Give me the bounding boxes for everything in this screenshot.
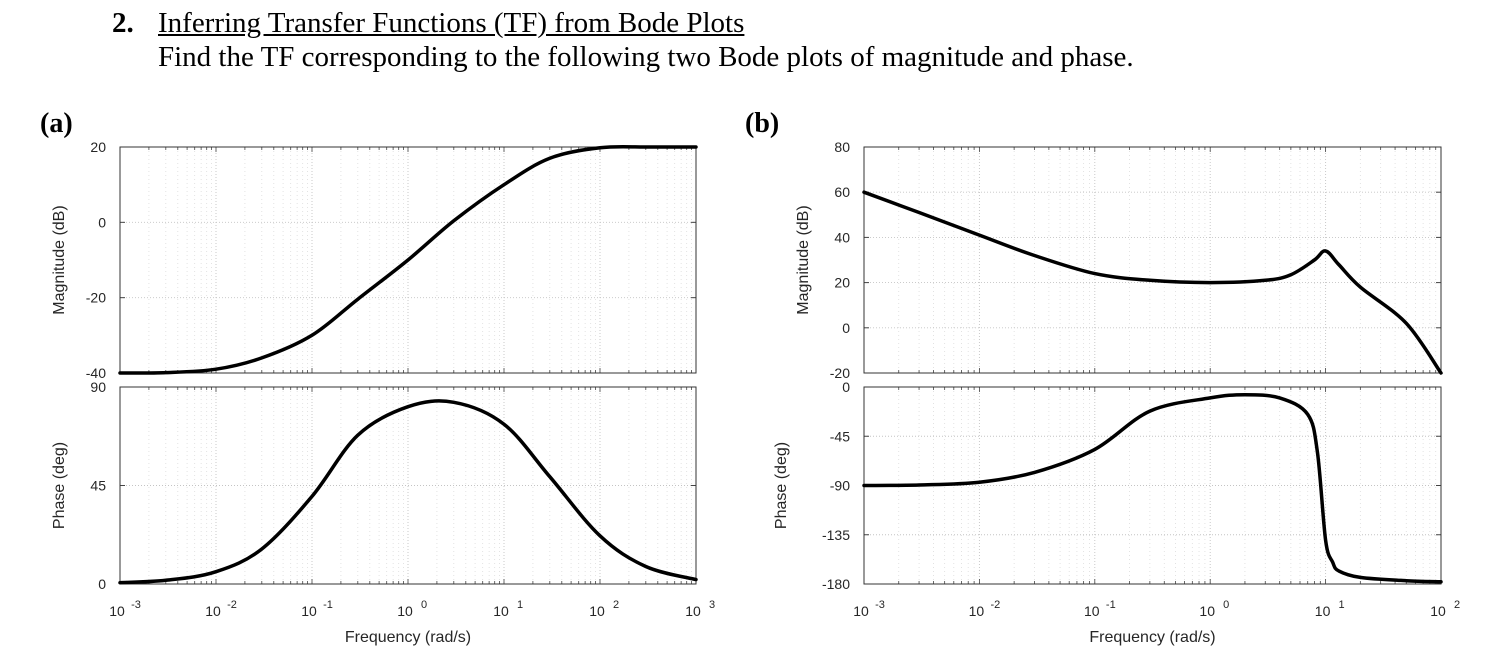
x-tick-label: 10 <box>685 603 701 619</box>
y-tick-label: 20 <box>90 139 106 155</box>
y-tick-label: 90 <box>90 379 106 395</box>
panel-label-a: (a) <box>40 108 73 139</box>
x-axis-label: Frequency (rad/s) <box>1089 629 1215 646</box>
x-tick-label: 10 <box>853 603 869 619</box>
x-axis-label: Frequency (rad/s) <box>345 629 471 646</box>
series-line-b-magnitude <box>862 190 1443 375</box>
question-text: Find the TF corresponding to the followi… <box>158 41 1134 73</box>
y-tick-label: -135 <box>822 527 850 543</box>
x-tick-exponent: 1 <box>517 599 523 611</box>
y-tick-label: 0 <box>842 379 850 395</box>
x-tick-label: 10 <box>969 603 985 619</box>
question-heading: 2. Inferring Transfer Functions (TF) from… <box>112 6 1134 74</box>
x-tick-exponent: 2 <box>1454 599 1460 611</box>
x-tick-label: 10 <box>493 603 509 619</box>
x-tick-label: 10 <box>589 603 605 619</box>
y-tick-label: 0 <box>98 214 106 230</box>
x-tick-exponent: -2 <box>991 599 1001 611</box>
y-tick-label: -180 <box>822 576 850 592</box>
x-tick-label: 10 <box>1430 603 1446 619</box>
x-tick-exponent: -1 <box>323 599 333 611</box>
x-tick-label: 10 <box>1315 603 1331 619</box>
y-tick-label: 45 <box>90 478 106 494</box>
axes-frame <box>119 146 697 374</box>
y-tick-label: -90 <box>830 478 850 494</box>
panel-label-b: (b) <box>745 108 780 139</box>
x-tick-exponent: -1 <box>1106 599 1116 611</box>
x-tick-exponent: -2 <box>227 599 237 611</box>
x-tick-exponent: 0 <box>1223 599 1229 611</box>
x-tick-label: 10 <box>109 603 125 619</box>
y-tick-label: 40 <box>834 229 850 245</box>
y-tick-label: 0 <box>842 320 850 336</box>
y-tick-label: -45 <box>830 428 850 444</box>
y-tick-label: -40 <box>86 365 106 381</box>
y-axis-label: Magnitude (dB) <box>795 205 812 314</box>
series-line-b-phase <box>862 392 1443 584</box>
y-tick-label: -20 <box>86 290 106 306</box>
y-tick-label: 20 <box>834 275 850 291</box>
x-tick-exponent: 2 <box>613 599 619 611</box>
y-tick-label: 60 <box>834 184 850 200</box>
x-tick-label: 10 <box>205 603 221 619</box>
y-axis-label: Magnitude (dB) <box>51 205 68 314</box>
y-tick-label: -20 <box>830 365 850 381</box>
x-tick-exponent: 0 <box>421 599 427 611</box>
axes-frame <box>863 146 1442 374</box>
y-axis-label: Phase (deg) <box>773 442 790 529</box>
series-line-a-phase <box>118 399 698 585</box>
x-tick-label: 10 <box>301 603 317 619</box>
x-tick-exponent: 1 <box>1339 599 1345 611</box>
y-axis-label: Phase (deg) <box>51 442 68 529</box>
x-tick-label: 10 <box>1084 603 1100 619</box>
question-title: Inferring Transfer Functions (TF) from B… <box>158 7 745 39</box>
x-tick-exponent: -3 <box>131 599 141 611</box>
axes-frame <box>119 386 697 585</box>
x-tick-exponent: -3 <box>875 599 885 611</box>
y-tick-label: 80 <box>834 139 850 155</box>
question-number: 2. <box>112 7 134 39</box>
series-line-a-magnitude <box>118 144 698 375</box>
x-tick-label: 10 <box>1199 603 1215 619</box>
x-tick-exponent: 3 <box>709 599 715 611</box>
x-tick-label: 10 <box>397 603 413 619</box>
y-tick-label: 0 <box>98 576 106 592</box>
